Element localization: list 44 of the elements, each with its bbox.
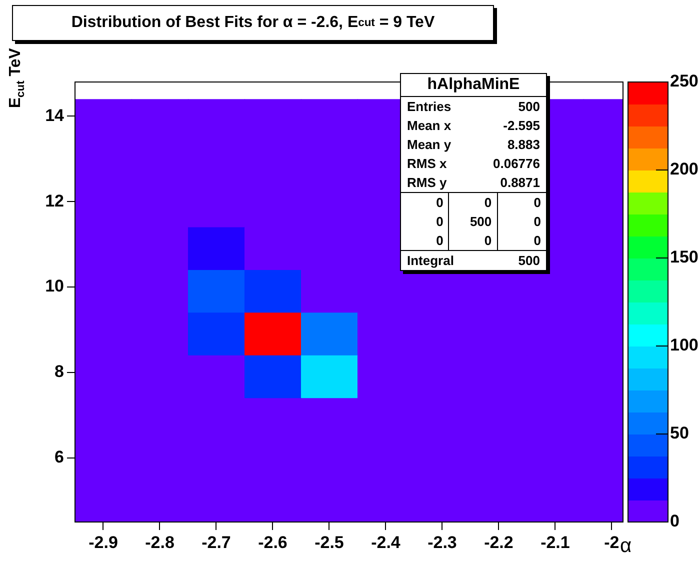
annotation: 0 [532,213,542,231]
color-bar-label: 50 [670,424,689,443]
annotation: Mean x [407,118,452,133]
x-tick-label: -2.6 [258,532,288,552]
x-axis-title: α [620,535,632,558]
x-tick-label: -2.1 [540,532,570,552]
color-bar-label: 250 [670,72,698,91]
annotation: hAlphaMinE [401,74,546,97]
annotation: 0 [449,193,498,212]
color-bar-label: 200 [670,160,698,179]
annotation: 0.8871 [500,175,540,190]
annotation: Mean y [407,137,452,152]
x-tick-label: -2.9 [88,532,118,552]
color-bar-label: 150 [670,248,698,267]
annotation: 0.06776 [493,156,540,171]
color-bar-label: 100 [670,336,698,355]
annotation: Entries [407,99,452,114]
x-tick-label: -2 [604,532,620,552]
annotation: 500 [518,253,540,268]
annotation: -2.595 [503,118,540,133]
x-tick-label: -2.8 [145,532,174,552]
annotation: RMS x [407,156,447,171]
annotation: RMS y [407,175,447,190]
x-tick-label: -2.5 [314,532,344,552]
y-tick-label: 14 [45,106,65,125]
x-tick-label: -2.4 [371,532,401,552]
annotation: 0 [532,232,542,250]
annotation: 500 [449,212,498,231]
annotation: 0 [401,212,450,231]
annotation: 0 [449,231,498,250]
annotation: 500 [518,99,540,114]
y-tick-label: 10 [45,276,64,296]
annotation: 0 [401,193,450,212]
x-tick-label: -2.2 [484,532,514,552]
y-tick-label: 12 [45,191,64,210]
x-tick-label: -2.7 [202,532,231,552]
annotation: Integral [407,253,454,268]
annotation: 0 [532,194,542,212]
color-bar-label: 0 [670,512,680,531]
annotation: 0 [401,231,450,250]
annotation: 8.883 [507,137,540,152]
y-tick-label: 8 [54,362,64,382]
y-tick-label: 6 [54,448,64,467]
x-tick-label: -2.3 [428,532,457,552]
